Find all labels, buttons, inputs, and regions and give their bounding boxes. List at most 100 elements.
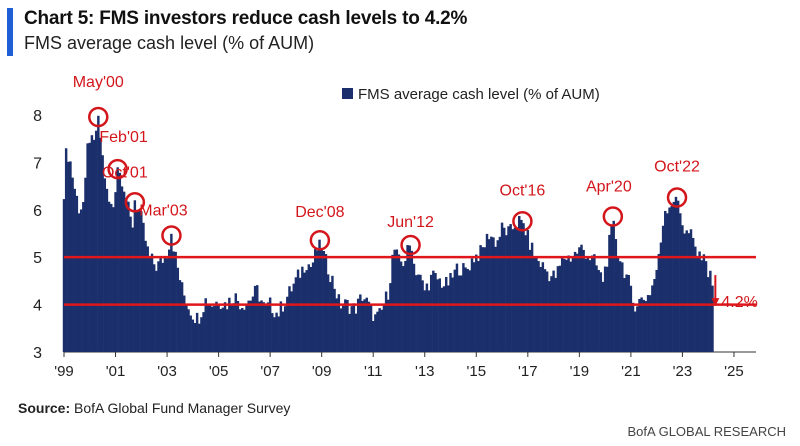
bar xyxy=(425,283,429,352)
bar xyxy=(477,261,480,352)
bar xyxy=(575,253,579,352)
bar xyxy=(241,308,244,352)
bar xyxy=(230,303,233,352)
bar xyxy=(361,300,364,352)
bar xyxy=(552,270,555,352)
bar xyxy=(498,236,502,352)
bar xyxy=(453,269,457,352)
latest-arrow-head xyxy=(711,298,720,307)
bar xyxy=(638,298,641,352)
bar xyxy=(661,225,665,352)
bar xyxy=(303,272,306,352)
y-tick-label: 6 xyxy=(33,203,42,220)
bar xyxy=(518,216,521,352)
y-tick-label: 5 xyxy=(33,250,42,267)
bar xyxy=(236,300,240,352)
bar xyxy=(528,249,532,352)
bar xyxy=(500,222,504,352)
bar xyxy=(625,274,628,352)
x-tick-label: '19 xyxy=(570,363,590,380)
bar xyxy=(324,254,328,352)
x-tick-label: '13 xyxy=(415,363,435,380)
bar xyxy=(157,261,160,352)
bar xyxy=(674,196,678,352)
bar xyxy=(530,242,534,352)
peak-label: Apr'20 xyxy=(586,179,632,196)
bar xyxy=(694,246,697,352)
bar xyxy=(107,201,111,352)
bar xyxy=(475,254,478,352)
bar xyxy=(603,266,607,352)
bar xyxy=(326,274,330,352)
bar xyxy=(206,305,210,352)
bar xyxy=(305,270,308,352)
bar xyxy=(283,306,287,352)
bar xyxy=(460,275,463,352)
bar xyxy=(251,296,255,352)
bar xyxy=(608,234,611,352)
x-tick-label: '17 xyxy=(518,363,538,380)
bar xyxy=(606,266,609,352)
peak-label: Oct'16 xyxy=(500,182,546,199)
bar xyxy=(711,285,714,352)
bar xyxy=(202,312,205,352)
bar xyxy=(393,249,396,352)
peak-circle xyxy=(124,192,146,213)
bar xyxy=(77,213,81,352)
bar xyxy=(387,299,390,352)
bar xyxy=(137,210,141,352)
bar xyxy=(144,240,147,352)
bar xyxy=(264,303,268,352)
bar xyxy=(288,286,291,352)
bar xyxy=(601,281,605,352)
bar xyxy=(253,285,257,352)
bar xyxy=(646,295,650,352)
bar xyxy=(417,274,420,352)
bar xyxy=(193,322,197,352)
peak-label: Dec'08 xyxy=(295,204,344,221)
bar xyxy=(494,246,497,352)
source-note: Source: BofA Global Fund Manager Survey xyxy=(18,400,290,416)
bar xyxy=(103,178,107,352)
x-tick-label: '05 xyxy=(209,363,229,380)
chart-subtitle: FMS average cash level (% of AUM) xyxy=(24,33,315,53)
bar xyxy=(580,244,583,352)
bar xyxy=(298,277,302,352)
bar xyxy=(101,155,104,352)
bar xyxy=(346,300,349,352)
bar xyxy=(704,261,708,352)
bar xyxy=(623,278,626,352)
bar xyxy=(223,302,227,352)
bar xyxy=(316,250,319,352)
bar xyxy=(322,250,326,352)
source-text: BofA Global Fund Manager Survey xyxy=(70,400,291,416)
bar xyxy=(610,225,613,352)
bar xyxy=(655,269,658,352)
x-tick-label: '23 xyxy=(673,363,693,380)
bar xyxy=(545,271,549,352)
bar xyxy=(200,317,203,352)
bar xyxy=(174,251,177,352)
bar xyxy=(636,306,639,352)
bar xyxy=(457,275,461,352)
bar xyxy=(429,274,433,352)
bar xyxy=(382,305,386,352)
bar xyxy=(131,227,134,352)
bar xyxy=(262,302,265,352)
bar xyxy=(670,206,673,352)
brand-label: BofA GLOBAL RESEARCH xyxy=(627,424,786,439)
bar xyxy=(539,266,542,352)
bar xyxy=(215,301,218,352)
x-tick-label: '11 xyxy=(364,363,382,380)
bar xyxy=(152,264,156,352)
x-tick-label: '15 xyxy=(467,363,487,380)
bar xyxy=(161,262,165,352)
bar xyxy=(507,226,510,352)
bar xyxy=(369,304,373,352)
bar xyxy=(659,242,663,352)
bar xyxy=(709,270,712,352)
bar xyxy=(337,294,341,352)
bar xyxy=(597,270,600,352)
bar xyxy=(142,222,145,352)
bar xyxy=(363,299,366,352)
